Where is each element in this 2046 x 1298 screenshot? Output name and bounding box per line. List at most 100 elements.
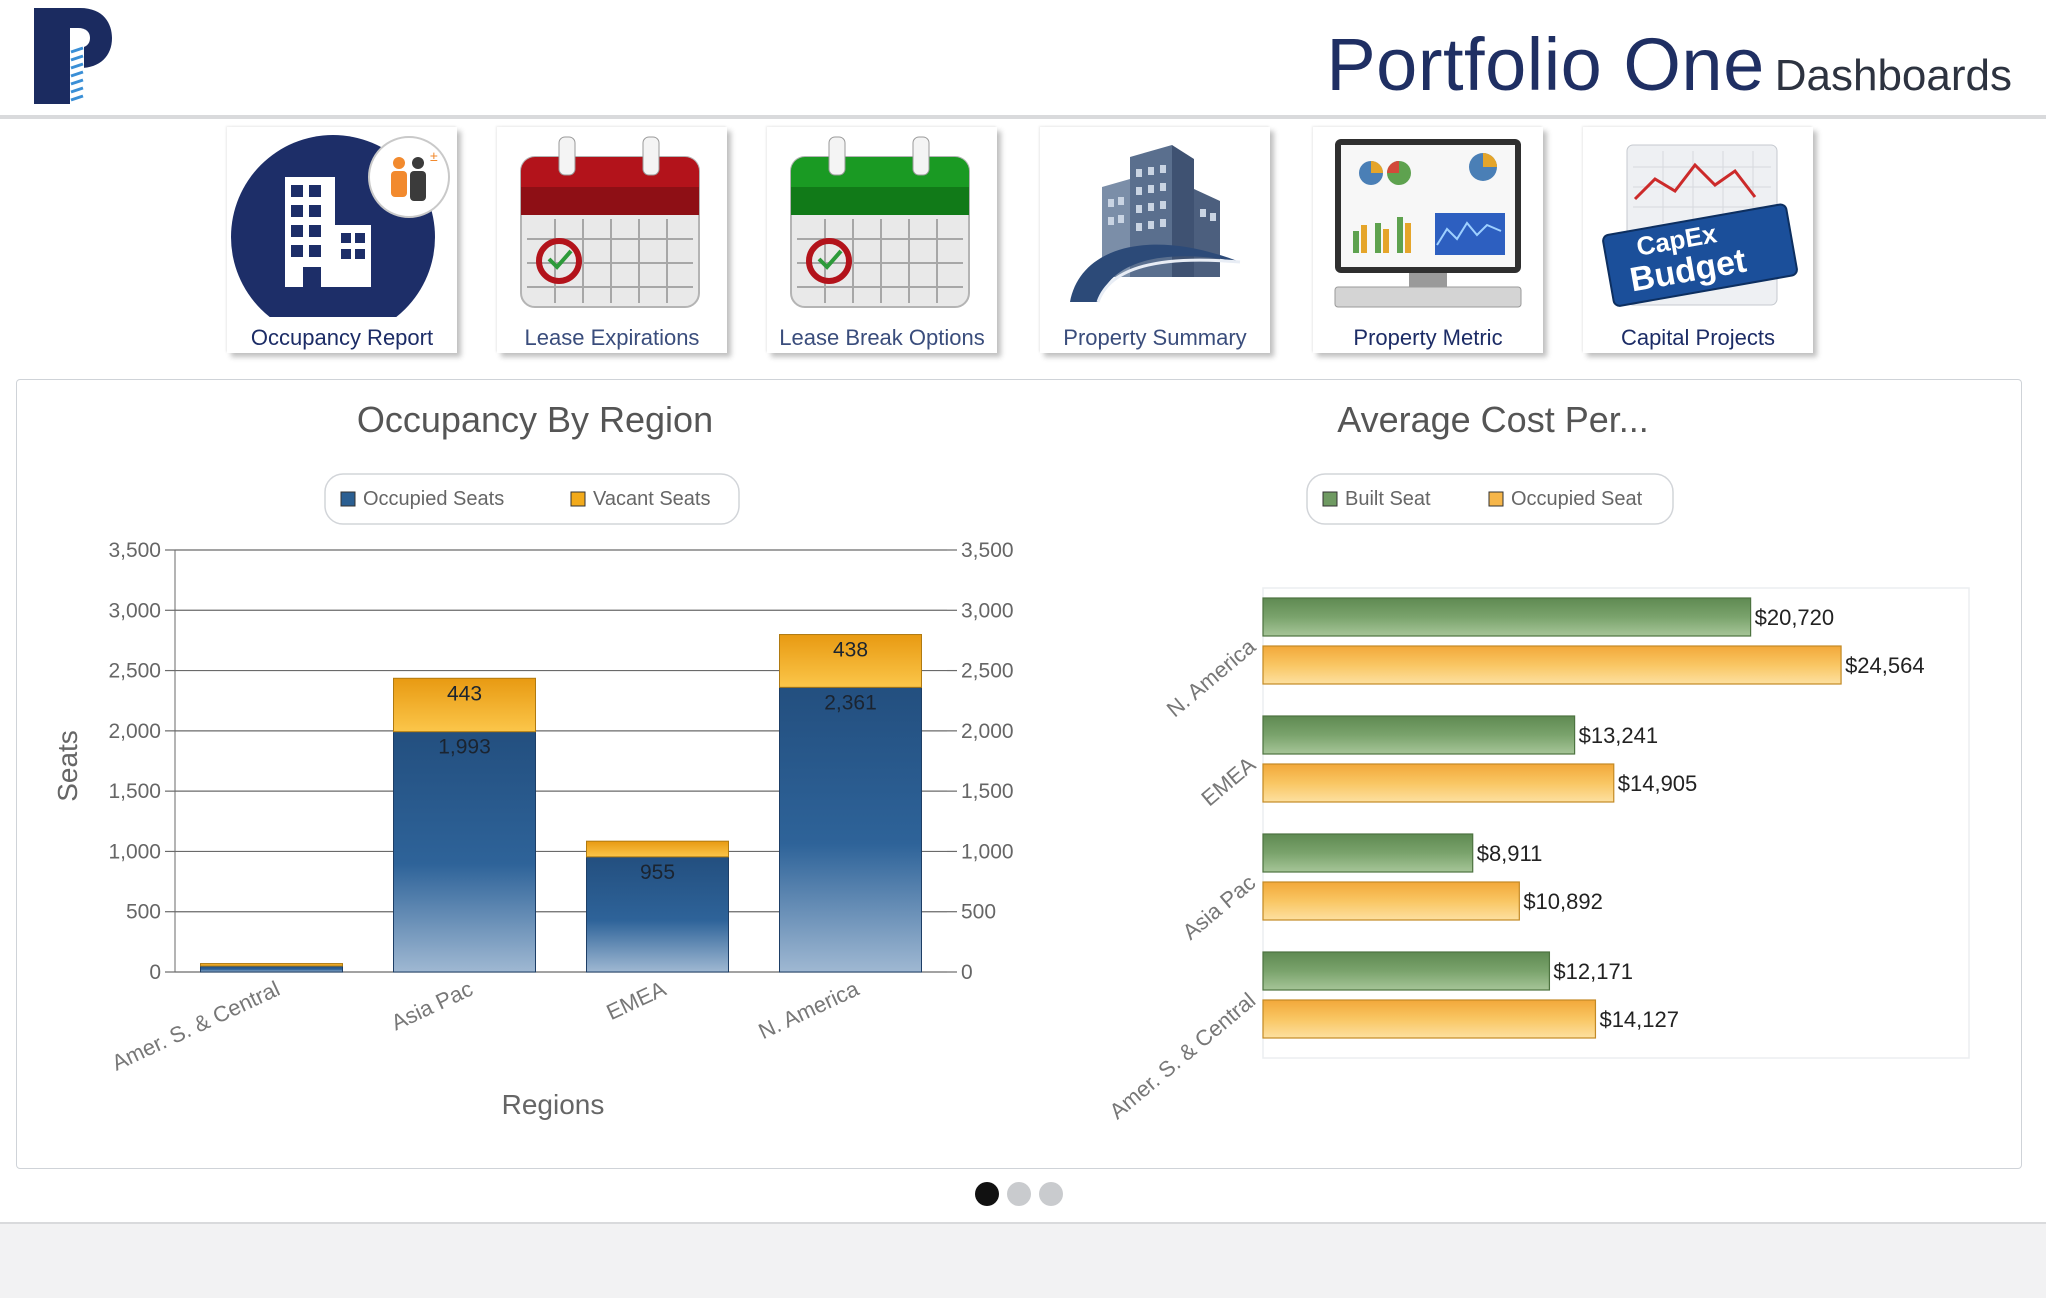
category-label: Amer. S. & Central <box>1105 988 1261 1124</box>
bar-occupied-seat[interactable] <box>1262 999 1597 1039</box>
tile-label: Lease Expirations <box>524 325 700 350</box>
bar-value-label: $13,241 <box>1579 723 1659 748</box>
bar-vacant-seats[interactable] <box>586 840 729 858</box>
tile-label: Property Summary <box>1063 325 1247 350</box>
y2-tick-label: 2,500 <box>961 660 1014 683</box>
bar-value-label: $14,905 <box>1618 771 1698 796</box>
occupancy-chart-title: Occupancy By Region <box>357 399 713 440</box>
category-label: EMEA <box>1196 751 1260 810</box>
app-header: Portfolio One Dashboards <box>0 0 2046 117</box>
monitor-charts-icon <box>1334 139 1522 308</box>
tile-label: Lease Break Options <box>779 325 985 350</box>
tile-lease-expirations[interactable]: Lease Expirations <box>497 127 727 353</box>
y2-tick-label: 500 <box>961 901 996 924</box>
cost-legend: Built Seat Occupied Seat <box>1306 473 1674 525</box>
y2-tick-label: 3,500 <box>961 539 1014 562</box>
bar-data-label: 443 <box>447 682 482 705</box>
red-calendar-icon <box>520 136 700 308</box>
occupancy-x-ticks: Amer. S. & Central Asia Pac EMEA N. America <box>108 976 863 1076</box>
bar-data-label: 1,993 <box>438 736 491 759</box>
bar-value-label: $12,171 <box>1553 959 1633 984</box>
occupancy-legend: Occupied Seats Vacant Seats <box>324 473 740 525</box>
charts-canvas: Occupancy By Region Occupied Seats Vacan… <box>52 399 1970 1124</box>
y-tick-label: 500 <box>126 901 161 924</box>
footer-bar <box>0 1224 2046 1298</box>
legend-swatch-vacant <box>570 491 586 507</box>
brand-sub: Dashboards <box>1774 51 2012 100</box>
skyscraper-icon <box>1070 145 1241 303</box>
legend-swatch-built <box>1322 491 1338 507</box>
chart-panel: Occupancy By Region Occupied Seats Vacan… <box>16 379 2022 1169</box>
y-tick-label: 0 <box>149 961 161 984</box>
page-dot-1[interactable] <box>975 1182 999 1206</box>
bar-occupied-seats[interactable] <box>200 965 343 973</box>
bar-occupied-seat[interactable] <box>1262 645 1842 685</box>
bar-built-seat[interactable] <box>1262 715 1576 755</box>
bar-value-label: $10,892 <box>1523 889 1603 914</box>
page-indicator <box>975 1182 1075 1208</box>
brand-main: Portfolio One <box>1326 23 1765 106</box>
bar-vacant-seats[interactable] <box>779 634 922 688</box>
tile-property-summary[interactable]: Property Summary <box>1040 127 1270 353</box>
category-label: Asia Pac <box>1178 870 1261 945</box>
occupancy-y-axis-label: Seats <box>52 730 83 802</box>
bar-data-label: 438 <box>833 639 868 662</box>
portfolio-one-logo-icon[interactable] <box>34 8 112 104</box>
legend-label-occupied: Occupied Seats <box>363 488 504 510</box>
bar-occupied-seats[interactable] <box>393 731 536 973</box>
x-tick-label: N. America <box>755 976 864 1044</box>
bar-built-seat[interactable] <box>1262 597 1752 637</box>
svg-text:±: ± <box>430 148 438 164</box>
bar-occupied-seat[interactable] <box>1262 881 1520 921</box>
tile-occupancy-report[interactable]: ± Occupancy Report <box>227 127 457 353</box>
y-tick-label: 3,500 <box>108 539 161 562</box>
y2-tick-label: 1,500 <box>961 780 1014 803</box>
occupancy-bars: 1,993 443 955 2,361 438 <box>200 634 922 973</box>
page-dot-2[interactable] <box>1007 1182 1031 1206</box>
y-tick-label: 1,000 <box>108 840 161 863</box>
y2-tick-label: 0 <box>961 961 973 984</box>
cost-category-labels: N. America EMEA Asia Pac Amer. S. & Central <box>1105 633 1261 1124</box>
legend-label-occupied-seat: Occupied Seat <box>1511 488 1643 510</box>
bar-built-seat[interactable] <box>1262 951 1551 991</box>
bar-vacant-seats[interactable] <box>393 677 536 733</box>
occupancy-chart: Occupancy By Region Occupied Seats Vacan… <box>52 399 1014 1120</box>
legend-swatch-occupied <box>340 491 356 507</box>
legend-swatch-occupied-seat <box>1488 491 1504 507</box>
dashboard-nav: ± Occupancy Report Lease Expirations <box>0 119 2046 379</box>
bar-vacant-seats[interactable] <box>200 963 343 967</box>
app-title: Portfolio One Dashboards <box>1326 22 2012 107</box>
bar-occupied-seat[interactable] <box>1262 763 1615 803</box>
tile-label: Capital Projects <box>1620 325 1776 350</box>
legend-label-built: Built Seat <box>1345 488 1431 510</box>
occupancy-y-ticks: 0 0 500 500 1,000 1,000 1,500 1,500 2,000 2,000 2,… <box>108 539 1013 984</box>
bar-occupied-seats[interactable] <box>779 686 922 973</box>
bar-value-label: $20,720 <box>1755 605 1835 630</box>
bar-value-label: $8,911 <box>1477 841 1543 866</box>
green-calendar-icon <box>790 136 970 308</box>
capex-budget-icon: CapEx Budget <box>1602 144 1798 307</box>
y2-tick-label: 3,000 <box>961 599 1014 622</box>
tile-property-metric[interactable]: Property Metric <box>1313 127 1543 353</box>
y-tick-label: 2,500 <box>108 660 161 683</box>
y-tick-label: 3,000 <box>108 599 161 622</box>
cost-chart-title: Average Cost Per... <box>1337 399 1649 440</box>
bar-value-label: $14,127 <box>1599 1007 1679 1032</box>
x-tick-label: EMEA <box>603 976 670 1025</box>
bar-built-seat[interactable] <box>1262 833 1474 873</box>
legend-label-vacant: Vacant Seats <box>593 488 710 510</box>
header-divider <box>0 115 2046 119</box>
bar-occupied-seats[interactable] <box>586 856 729 973</box>
y2-tick-label: 1,000 <box>961 840 1014 863</box>
bar-data-label: 955 <box>640 861 675 884</box>
cost-bars: $20,720 $24,564 $13,241 $14,905 $8,911 $10,89… <box>1262 597 1925 1039</box>
tile-lease-break-options[interactable]: Lease Break Options <box>767 127 997 353</box>
page-dot-3[interactable] <box>1039 1182 1063 1206</box>
footer-divider <box>0 1222 2046 1224</box>
tile-label: Property Metric <box>1353 325 1503 350</box>
y-tick-label: 1,500 <box>108 780 161 803</box>
bar-value-label: $24,564 <box>1845 653 1925 678</box>
y2-tick-label: 2,000 <box>961 720 1014 743</box>
building-people-icon: ± <box>231 135 450 317</box>
tile-capital-projects[interactable]: CapEx Budget Capital Projects <box>1583 127 1813 353</box>
